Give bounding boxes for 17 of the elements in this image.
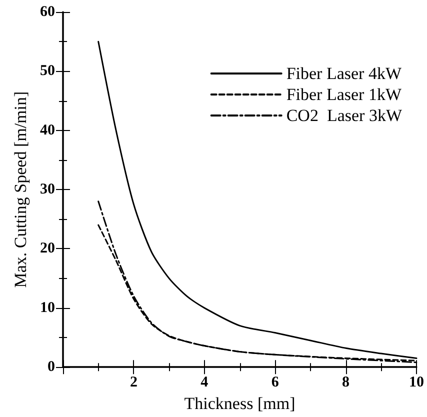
x-tick-label: 4 bbox=[200, 374, 209, 391]
y-tick-label: 0 bbox=[48, 359, 55, 376]
legend-label: Fiber Laser 4kW bbox=[286, 64, 402, 83]
x-tick-label: 2 bbox=[130, 374, 138, 391]
y-tick-label: 50 bbox=[40, 63, 55, 80]
y-tick-label: 40 bbox=[40, 122, 55, 138]
y-axis-title: Max. Cutting Speed [m/min] bbox=[11, 91, 30, 288]
x-axis-title: Thickness [mm] bbox=[184, 394, 296, 413]
legend-label: Fiber Laser 1kW bbox=[286, 85, 402, 104]
y-tick-label: 30 bbox=[40, 182, 55, 198]
x-tick-label: 6 bbox=[271, 374, 280, 391]
y-tick-label: 10 bbox=[40, 300, 55, 316]
y-tick-label: 20 bbox=[40, 240, 55, 257]
legend-label: CO2 Laser 3kW bbox=[286, 106, 403, 125]
x-tick-label: 10 bbox=[409, 374, 424, 391]
x-tick-label: 8 bbox=[342, 374, 350, 391]
y-tick-label: 60 bbox=[40, 4, 55, 20]
